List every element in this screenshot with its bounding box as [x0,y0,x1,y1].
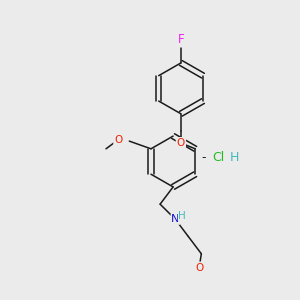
Text: Cl: Cl [213,151,225,164]
Text: O: O [177,138,185,148]
Text: N: N [171,214,179,224]
Text: H: H [178,211,186,221]
Text: O: O [114,135,123,145]
Text: F: F [178,33,184,46]
Text: -: - [201,151,206,164]
Text: O: O [195,262,203,273]
Text: H: H [230,151,239,164]
